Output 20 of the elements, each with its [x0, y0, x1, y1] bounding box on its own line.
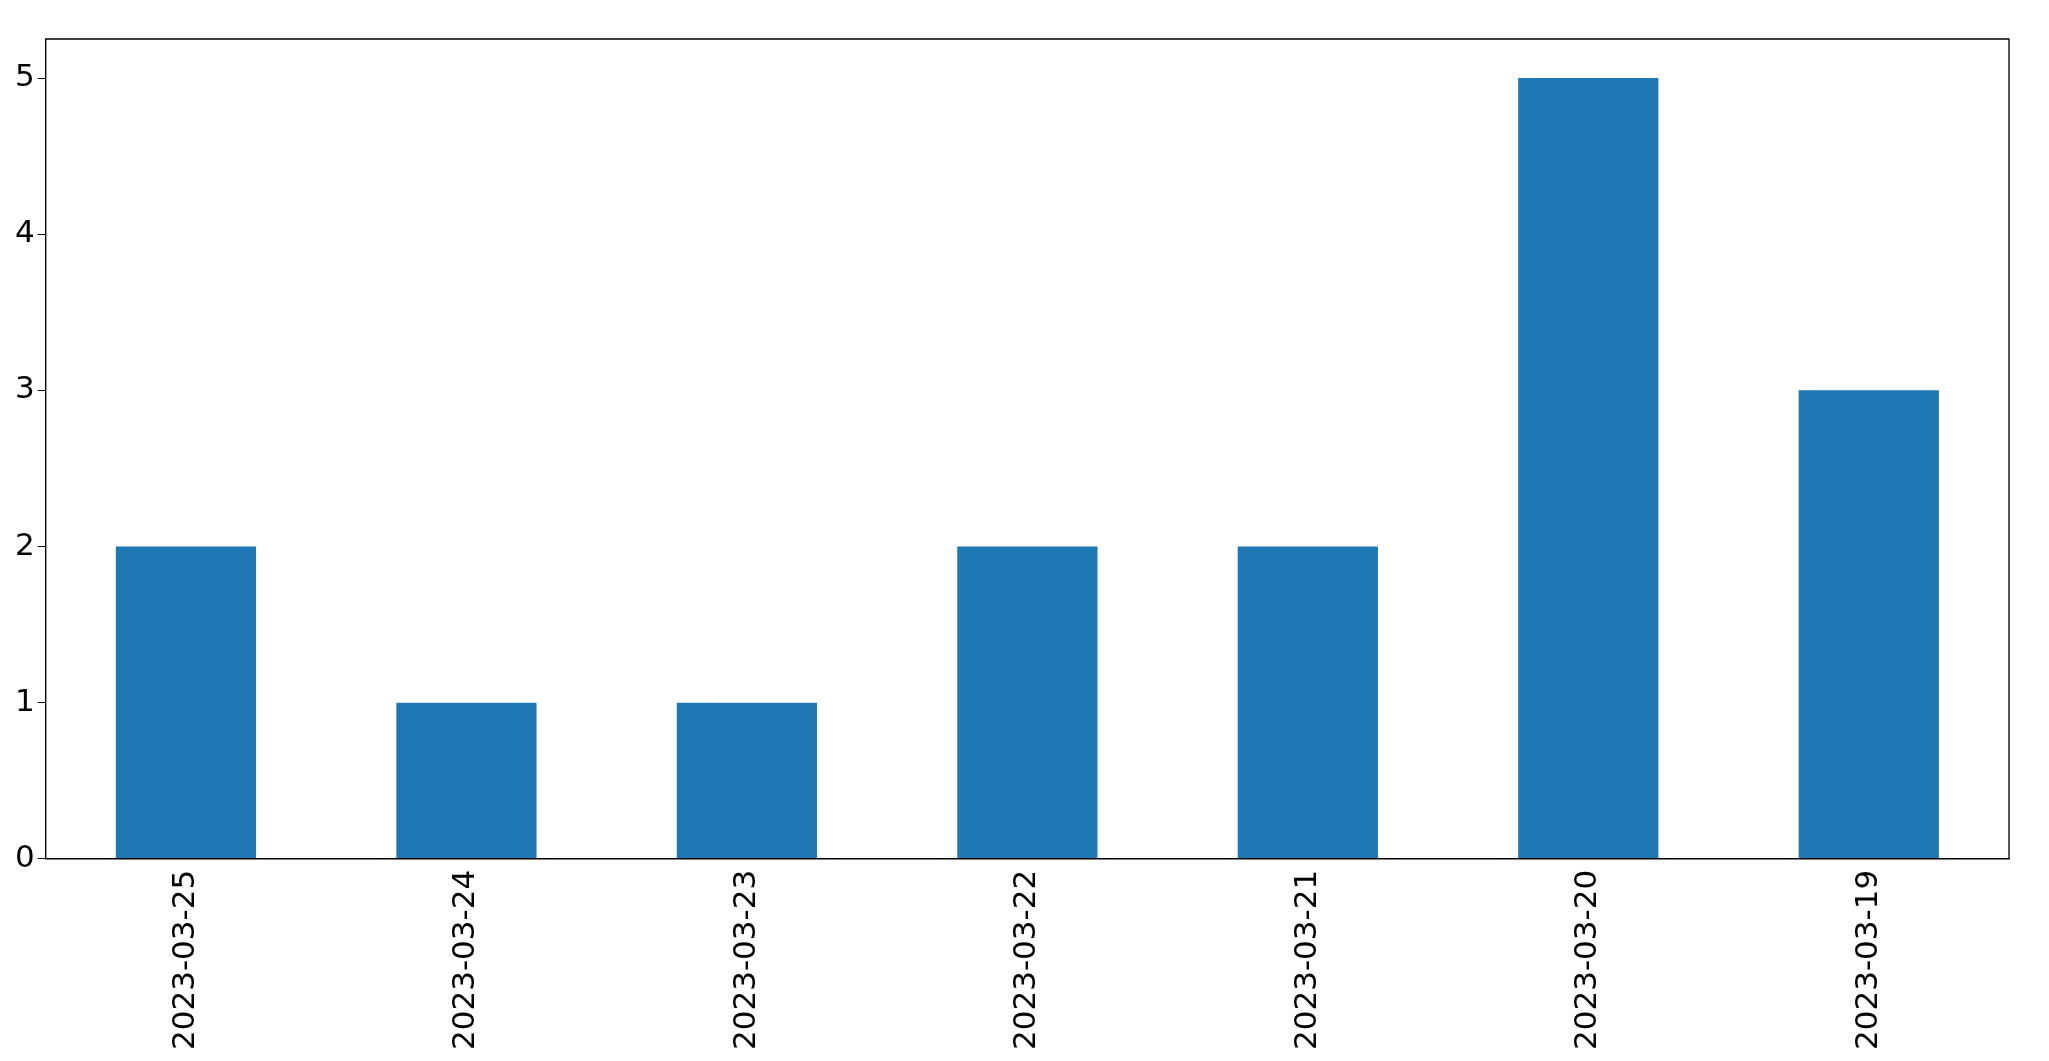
- x-tick-label: 2023-03-23: [725, 869, 762, 1051]
- bar: [1518, 78, 1659, 859]
- y-tick-label: 0: [14, 837, 35, 874]
- y-tick-label: 5: [14, 57, 35, 94]
- bar: [957, 546, 1098, 859]
- bar: [676, 702, 818, 859]
- bar: [1237, 546, 1378, 859]
- x-tick-label: 2023-03-21: [1286, 869, 1323, 1051]
- bar: [1798, 390, 1939, 859]
- y-tick-label: 2: [14, 525, 35, 562]
- x-tick-label: 2023-03-20: [1567, 869, 1604, 1051]
- y-tick-label: 1: [14, 681, 35, 718]
- y-tick-label: 4: [14, 213, 35, 250]
- bar: [115, 546, 257, 859]
- x-tick-label: 2023-03-22: [1006, 869, 1043, 1051]
- y-tick-label: 3: [14, 369, 35, 406]
- x-tick-label: 2023-03-24: [445, 869, 482, 1051]
- x-tick-label: 2023-03-19: [1847, 869, 1884, 1051]
- x-tick-label: 2023-03-25: [165, 869, 201, 1051]
- bar: [396, 702, 537, 859]
